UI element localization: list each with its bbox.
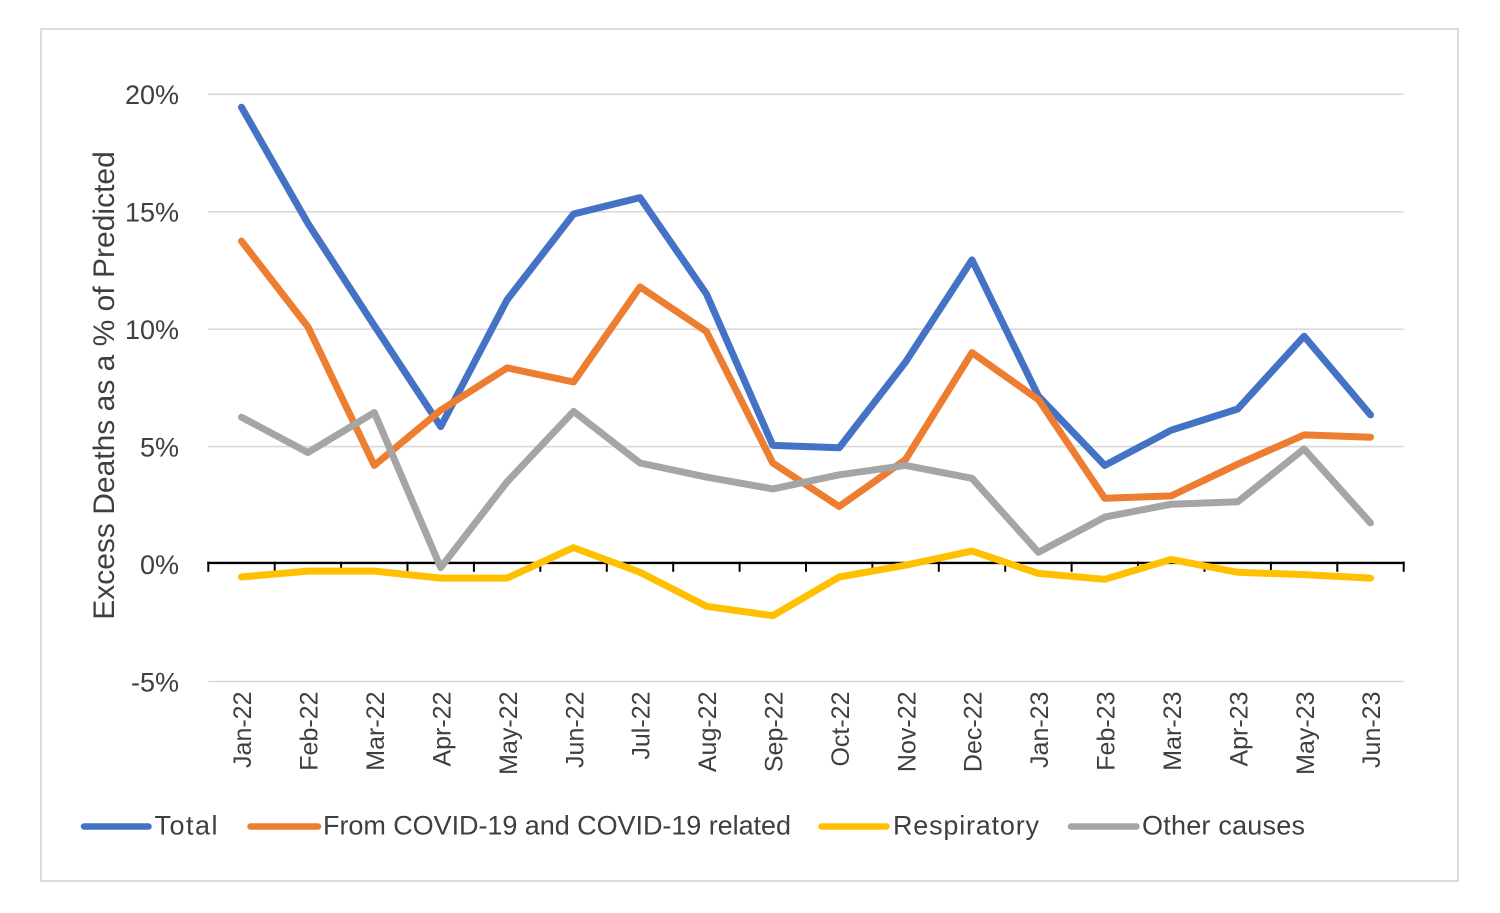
svg-text:Oct-22: Oct-22 [827, 692, 855, 767]
svg-text:Apr-22: Apr-22 [428, 692, 456, 767]
svg-text:Aug-22: Aug-22 [694, 692, 722, 773]
svg-text:Total: Total [155, 811, 218, 841]
svg-text:May-23: May-23 [1292, 692, 1320, 775]
svg-text:Respiratory: Respiratory [893, 811, 1040, 841]
svg-text:Mar-23: Mar-23 [1159, 692, 1187, 771]
svg-text:15%: 15% [125, 198, 179, 228]
svg-text:10%: 10% [125, 315, 179, 345]
svg-text:Feb-22: Feb-22 [296, 692, 324, 771]
svg-text:Jun-23: Jun-23 [1358, 692, 1386, 768]
svg-text:Jan-22: Jan-22 [229, 692, 257, 768]
svg-text:20%: 20% [125, 80, 179, 110]
svg-text:Nov-22: Nov-22 [893, 692, 921, 773]
svg-text:0%: 0% [140, 550, 179, 580]
svg-text:Apr-23: Apr-23 [1225, 692, 1253, 767]
svg-text:Feb-23: Feb-23 [1093, 692, 1121, 771]
svg-text:Excess Deaths as a % of Predic: Excess Deaths as a % of Predicted [88, 151, 121, 620]
svg-text:May-22: May-22 [495, 692, 523, 775]
svg-text:Jan-23: Jan-23 [1026, 692, 1054, 768]
svg-text:Dec-22: Dec-22 [960, 692, 988, 773]
svg-text:5%: 5% [140, 432, 179, 462]
svg-text:Jul-22: Jul-22 [628, 692, 656, 760]
svg-text:Jun-22: Jun-22 [561, 692, 589, 768]
svg-text:-5%: -5% [131, 667, 179, 697]
svg-text:Sep-22: Sep-22 [761, 692, 789, 773]
svg-text:From COVID-19 and COVID-19 rel: From COVID-19 and COVID-19 related [323, 811, 791, 841]
svg-text:Mar-22: Mar-22 [362, 692, 390, 771]
svg-text:Other causes: Other causes [1142, 811, 1305, 841]
